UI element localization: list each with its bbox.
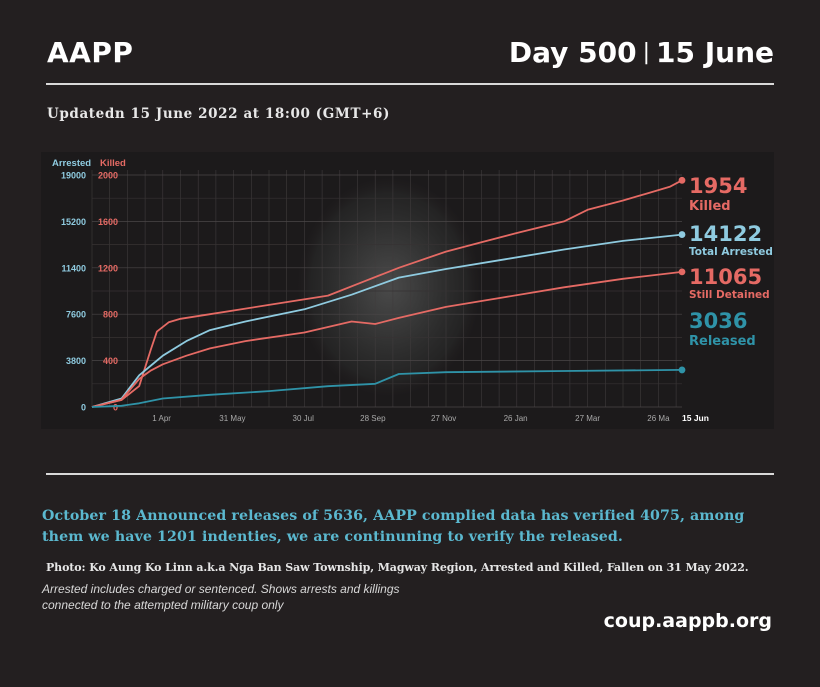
left-axis-title: Arrested <box>52 158 91 169</box>
right-axis-tick-label: 1600 <box>98 217 118 227</box>
series-end-point-released <box>678 366 686 374</box>
release-notice: October 18 Announced releases of 5636, A… <box>42 508 745 545</box>
heading-separator: | <box>642 40 650 65</box>
x-axis: 1 Apr 31 May 30 Jul 28 Sep 27 Nov 26 Jan 27 Ma… <box>152 413 709 423</box>
series-line-still-detained <box>91 271 683 408</box>
series-lines <box>91 176 686 408</box>
left-axis-tick-label: 11400 <box>61 263 86 273</box>
end-label-value: 1954 <box>689 174 747 198</box>
right-axis: 0 400 800 1200 1600 2000 <box>98 171 118 413</box>
bottom-divider <box>46 473 774 475</box>
series-line-released <box>91 369 683 408</box>
right-axis-tick-label: 800 <box>103 310 118 320</box>
x-axis-tick-label: 28 Sep <box>360 414 386 423</box>
brand-title: AAPP <box>47 36 134 69</box>
day-label: Day 500 <box>508 36 637 69</box>
right-axis-tick-label: 400 <box>103 356 118 366</box>
left-axis-tick-label: 3800 <box>66 356 86 366</box>
series-end-point-total-arrested <box>678 231 686 238</box>
chart-grid <box>91 170 682 408</box>
top-divider <box>46 83 774 85</box>
date-label: 15 June <box>656 36 774 69</box>
day-date-heading: Day 500 | 15 June <box>509 36 774 69</box>
right-axis-tick-label: 1200 <box>98 263 118 273</box>
x-axis-tick-label: 26 Jan <box>504 414 528 423</box>
footnote: Arrested includes charged or sentenced. … <box>42 582 400 612</box>
website-link[interactable]: coup.aappb.org <box>603 610 772 632</box>
series-line-total-arrested <box>91 233 683 408</box>
chart: 0 3800 7600 11400 15200 19000 0 400 800 1200 1600… <box>52 158 773 423</box>
series-end-point-still-detained <box>678 268 686 276</box>
end-label-name: Released <box>689 334 756 349</box>
photo-caption: Photo: Ko Aung Ko Linn a.k.a Nga Ban Saw… <box>46 561 749 574</box>
left-axis-tick-label: 15200 <box>61 217 86 227</box>
end-label-value: 3036 <box>689 309 747 333</box>
right-axis-title: Killed <box>100 158 126 169</box>
x-axis-tick-label: 15 Jun <box>682 413 709 423</box>
x-axis-tick-label: 1 Apr <box>152 414 171 423</box>
series-line-killed <box>91 179 683 408</box>
end-label-name: Killed <box>689 199 731 214</box>
x-axis-tick-label: 27 Nov <box>431 414 456 423</box>
end-label-value: 14122 <box>689 222 762 246</box>
end-label-name: Total Arrested <box>689 246 773 258</box>
x-axis-tick-label: 31 May <box>219 414 245 423</box>
end-label-value: 11065 <box>689 265 762 289</box>
right-axis-tick-label: 2000 <box>98 171 118 181</box>
x-axis-tick-label: 27 Mar <box>575 414 600 423</box>
updated-timestamp: Updatedn 15 June 2022 at 18:00 (GMT+6) <box>47 106 390 122</box>
left-axis-tick-label: 7600 <box>66 310 86 320</box>
x-axis-tick-label: 26 Ma <box>647 414 670 423</box>
left-axis: 0 3800 7600 11400 15200 19000 <box>61 171 86 413</box>
end-label-name: Still Detained <box>689 289 770 301</box>
x-axis-tick-label: 30 Jul <box>293 414 315 423</box>
left-axis-tick-label: 19000 <box>61 171 86 181</box>
series-end-point-killed <box>678 176 686 184</box>
right-axis-tick-label: 0 <box>113 403 118 413</box>
left-axis-tick-label: 0 <box>81 403 86 413</box>
portrait-photo <box>297 177 481 397</box>
